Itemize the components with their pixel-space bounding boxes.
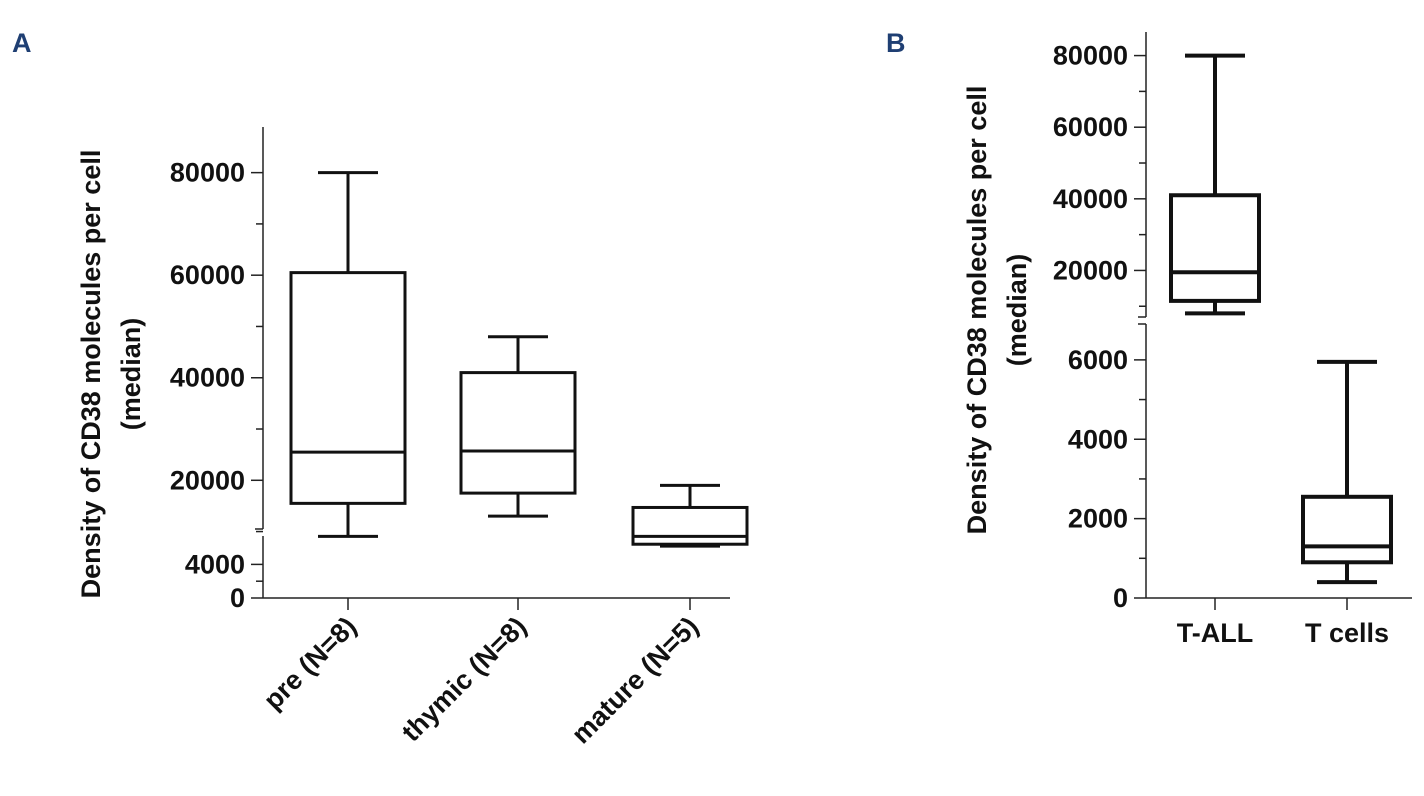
y-tick-label: 40000: [170, 363, 245, 393]
y-tick-label: 40000: [1053, 184, 1128, 214]
box-a-2: [459, 371, 577, 495]
y-tick-label: 4000: [185, 549, 245, 579]
y-tick-label: 20000: [1053, 255, 1128, 285]
panel-b-letter: B: [886, 28, 906, 58]
y-tick-label: 0: [230, 583, 245, 613]
y-tick-label: 2000: [1068, 504, 1128, 534]
y-tick-label: 4000: [1068, 424, 1128, 454]
y-axis-title: Density of CD38 molecules per cell: [962, 86, 992, 535]
box-b-1: [1169, 193, 1261, 303]
x-tick-label: mature (N=5): [566, 611, 704, 749]
y-tick-label: 0: [1113, 583, 1128, 613]
x-tick-label: thymic (N=8): [396, 611, 532, 747]
x-tick-label: T cells: [1305, 618, 1389, 648]
y-tick-label: 80000: [1053, 41, 1128, 71]
x-tick-label: T-ALL: [1177, 618, 1253, 648]
box-a-1: [289, 271, 407, 505]
y-axis-title: Density of CD38 molecules per cell: [76, 150, 106, 599]
y-tick-label: 60000: [1053, 112, 1128, 142]
y-tick-label: 60000: [170, 260, 245, 290]
y-tick-label: 80000: [170, 158, 245, 188]
panel-a-chart: 20000 40000 60000 80000 0 4000 Density of CD38…: [76, 127, 749, 749]
box-a-3: [631, 505, 749, 546]
panel-a-letter: A: [12, 28, 32, 58]
y-axis-title-sub: (median): [1002, 254, 1032, 367]
y-tick-label: 6000: [1068, 345, 1128, 375]
x-tick-label: pre (N=8): [258, 611, 363, 716]
box-b-2: [1301, 494, 1393, 565]
panel-b-chart: 20000 40000 60000 80000 0 2000 4000 6000 Density…: [962, 32, 1412, 648]
y-axis-title-sub: (median): [116, 318, 146, 431]
y-tick-label: 20000: [170, 465, 245, 495]
